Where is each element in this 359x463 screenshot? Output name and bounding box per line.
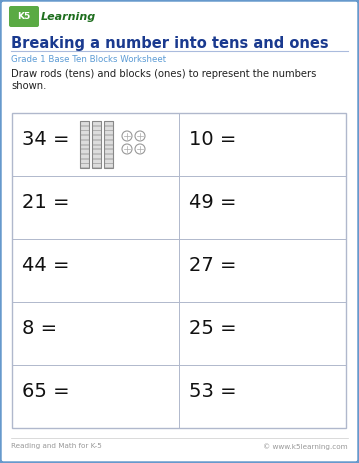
Circle shape [135, 144, 145, 154]
Text: 44 =: 44 = [22, 256, 70, 275]
Text: K5: K5 [17, 12, 31, 21]
Text: 34 =: 34 = [22, 130, 70, 149]
Bar [104, 121, 113, 125]
Bar [92, 131, 101, 134]
Bar [80, 154, 89, 158]
Bar [92, 154, 101, 158]
Bar [104, 140, 113, 144]
Text: Breaking a number into tens and ones: Breaking a number into tens and ones [11, 36, 328, 51]
Bar [80, 144, 89, 149]
Bar [104, 144, 113, 149]
Bar [80, 163, 89, 167]
Bar [92, 121, 101, 125]
Bar [92, 144, 101, 149]
Bar [92, 163, 101, 167]
Bar [92, 140, 101, 144]
Text: Grade 1 Base Ten Blocks Worksheet: Grade 1 Base Ten Blocks Worksheet [11, 55, 166, 64]
Bar [104, 149, 113, 153]
Circle shape [122, 144, 132, 154]
Bar [104, 135, 113, 139]
Bar [80, 135, 89, 139]
Bar [80, 149, 89, 153]
Bar [104, 125, 113, 130]
Circle shape [122, 131, 132, 141]
Bar [80, 140, 89, 144]
Bar [80, 159, 89, 163]
Bar [80, 121, 89, 125]
Text: 49 =: 49 = [189, 193, 237, 212]
FancyBboxPatch shape [9, 6, 39, 27]
Bar [80, 121, 89, 168]
Text: © www.k5learning.com: © www.k5learning.com [264, 443, 348, 450]
Bar [92, 159, 101, 163]
Bar [104, 159, 113, 163]
Bar [104, 121, 113, 168]
Bar [80, 125, 89, 130]
Text: 53 =: 53 = [189, 382, 237, 401]
Bar [92, 125, 101, 130]
Text: Draw rods (tens) and blocks (ones) to represent the numbers
shown.: Draw rods (tens) and blocks (ones) to re… [11, 69, 316, 91]
Text: 27 =: 27 = [189, 256, 237, 275]
Bar [80, 131, 89, 134]
Bar [104, 163, 113, 167]
Text: Reading and Math for K-5: Reading and Math for K-5 [11, 443, 102, 449]
Text: 21 =: 21 = [22, 193, 70, 212]
Bar [92, 121, 101, 168]
Text: Learning: Learning [41, 12, 96, 21]
Bar [92, 149, 101, 153]
Bar [12, 113, 346, 428]
Bar [104, 154, 113, 158]
Text: 25 =: 25 = [189, 319, 237, 338]
Bar [92, 135, 101, 139]
Text: 8 =: 8 = [22, 319, 57, 338]
Text: 65 =: 65 = [22, 382, 70, 401]
Text: 10 =: 10 = [189, 130, 236, 149]
Bar [104, 131, 113, 134]
Circle shape [135, 131, 145, 141]
